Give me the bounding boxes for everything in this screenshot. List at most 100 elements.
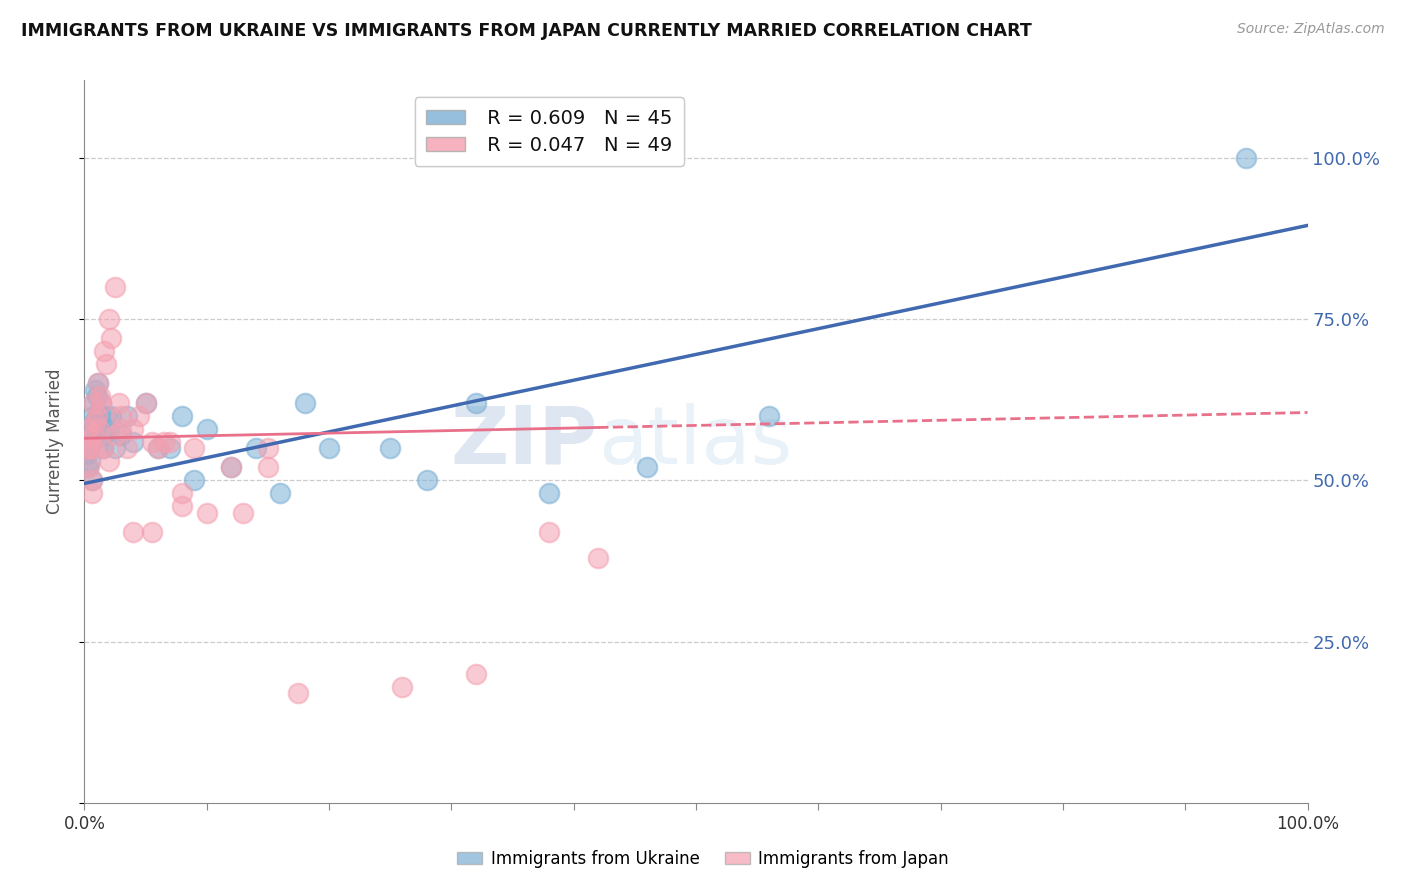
Point xyxy=(100,409,122,423)
Point xyxy=(80,473,103,487)
Point xyxy=(159,441,181,455)
Point xyxy=(115,441,138,455)
Point xyxy=(91,441,114,455)
Point xyxy=(84,415,107,429)
Point xyxy=(82,409,104,423)
Point xyxy=(82,428,104,442)
Point xyxy=(391,680,413,694)
Point xyxy=(141,434,163,449)
Point xyxy=(90,396,112,410)
Legend:  R = 0.609   N = 45,  R = 0.047   N = 49: R = 0.609 N = 45, R = 0.047 N = 49 xyxy=(415,97,683,166)
Point xyxy=(79,441,101,455)
Point xyxy=(464,666,486,681)
Point xyxy=(80,486,103,500)
Point xyxy=(107,396,129,410)
Point xyxy=(195,506,218,520)
Point xyxy=(146,441,169,455)
Point xyxy=(110,422,132,436)
Point xyxy=(416,473,439,487)
Point xyxy=(82,396,104,410)
Point xyxy=(104,441,127,455)
Point xyxy=(464,396,486,410)
Point xyxy=(586,550,609,565)
Point xyxy=(91,441,114,455)
Point xyxy=(183,473,205,487)
Point xyxy=(97,312,120,326)
Point xyxy=(195,422,218,436)
Point xyxy=(79,422,101,436)
Point xyxy=(141,524,163,539)
Point xyxy=(86,389,108,403)
Point xyxy=(77,422,100,436)
Point xyxy=(77,460,100,475)
Point xyxy=(93,344,115,359)
Point xyxy=(538,524,561,539)
Point xyxy=(219,460,242,475)
Y-axis label: Currently Married: Currently Married xyxy=(45,368,63,515)
Text: atlas: atlas xyxy=(598,402,793,481)
Point xyxy=(758,409,780,423)
Point xyxy=(84,383,107,397)
Point xyxy=(87,422,110,436)
Point xyxy=(79,454,101,468)
Point xyxy=(135,396,157,410)
Point xyxy=(122,422,145,436)
Point xyxy=(83,441,105,455)
Point xyxy=(115,409,138,423)
Point xyxy=(146,441,169,455)
Point xyxy=(89,409,111,423)
Point xyxy=(269,486,291,500)
Point xyxy=(80,428,103,442)
Point xyxy=(97,422,120,436)
Point xyxy=(82,434,104,449)
Point xyxy=(172,486,194,500)
Point xyxy=(100,331,122,345)
Point xyxy=(122,434,145,449)
Point xyxy=(159,434,181,449)
Point xyxy=(83,415,105,429)
Point xyxy=(287,686,309,700)
Point xyxy=(183,441,205,455)
Point xyxy=(104,279,127,293)
Point xyxy=(89,389,111,403)
Point xyxy=(110,428,132,442)
Point xyxy=(135,396,157,410)
Point xyxy=(318,441,340,455)
Point xyxy=(90,396,112,410)
Point xyxy=(1236,151,1258,165)
Point xyxy=(86,409,108,423)
Point xyxy=(636,460,658,475)
Point xyxy=(380,441,402,455)
Point xyxy=(257,460,280,475)
Point xyxy=(96,409,118,423)
Point xyxy=(257,441,280,455)
Point xyxy=(77,441,100,455)
Point xyxy=(245,441,267,455)
Point xyxy=(172,499,194,513)
Point xyxy=(97,454,120,468)
Point xyxy=(219,460,242,475)
Legend: Immigrants from Ukraine, Immigrants from Japan: Immigrants from Ukraine, Immigrants from… xyxy=(451,844,955,875)
Point xyxy=(93,428,115,442)
Point xyxy=(172,409,194,423)
Point xyxy=(96,357,118,371)
Text: Source: ZipAtlas.com: Source: ZipAtlas.com xyxy=(1237,22,1385,37)
Point xyxy=(87,422,110,436)
Point xyxy=(76,441,98,455)
Point xyxy=(83,396,105,410)
Point xyxy=(538,486,561,500)
Point xyxy=(122,524,145,539)
Point xyxy=(128,409,150,423)
Point xyxy=(153,434,176,449)
Text: ZIP: ZIP xyxy=(451,402,598,481)
Point xyxy=(294,396,316,410)
Point xyxy=(77,460,100,475)
Point xyxy=(80,473,103,487)
Point xyxy=(232,506,254,520)
Point xyxy=(76,447,98,461)
Text: IMMIGRANTS FROM UKRAINE VS IMMIGRANTS FROM JAPAN CURRENTLY MARRIED CORRELATION C: IMMIGRANTS FROM UKRAINE VS IMMIGRANTS FR… xyxy=(21,22,1032,40)
Point xyxy=(110,409,132,423)
Point xyxy=(86,409,108,423)
Point xyxy=(87,376,110,391)
Point xyxy=(104,428,127,442)
